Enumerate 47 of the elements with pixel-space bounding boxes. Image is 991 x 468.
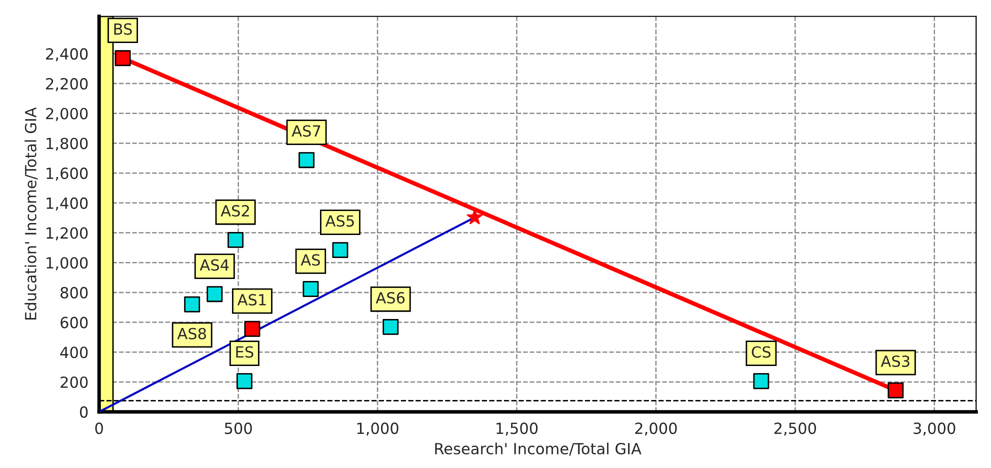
y-tick-label: 1,400 xyxy=(46,197,88,210)
point xyxy=(114,50,131,66)
y-tick-label: 200 xyxy=(60,376,88,388)
y-tick-label: 2,000 xyxy=(46,108,88,121)
y-tick-label: 0 xyxy=(80,406,88,418)
annotation: BS xyxy=(114,23,132,35)
y-axis-title: Education' Income/Total GIA xyxy=(24,107,38,320)
annotation: AS7 xyxy=(292,125,320,137)
annotation: CS xyxy=(752,346,771,358)
y-tick-label: 2,400 xyxy=(46,48,88,62)
annotation: AS1 xyxy=(237,294,266,306)
annotation: AS xyxy=(300,254,320,266)
annotation: AS8 xyxy=(177,328,206,340)
point xyxy=(888,382,904,398)
point xyxy=(298,152,315,168)
annotation: AS3 xyxy=(880,355,910,368)
point xyxy=(753,373,770,390)
point xyxy=(184,296,200,312)
x-tick-label: 2,500 xyxy=(774,422,816,436)
annotation: ES xyxy=(236,346,254,358)
annotation: AS6 xyxy=(376,292,405,304)
point xyxy=(332,242,348,258)
y-tick-label: 1,600 xyxy=(46,168,88,181)
annotation: AS2 xyxy=(220,205,249,217)
x-tick-label: 1,500 xyxy=(496,422,538,436)
y-tick-label: 600 xyxy=(60,316,88,328)
y-tick-label: 800 xyxy=(60,286,88,298)
point xyxy=(236,373,252,390)
x-tick-label: 500 xyxy=(224,422,252,434)
x-axis-title: Research' Income/Total GIA xyxy=(435,442,642,456)
point xyxy=(302,281,319,297)
x-tick-label: 0 xyxy=(95,422,103,434)
x-tick-label: 1,000 xyxy=(357,422,398,436)
point xyxy=(206,286,223,302)
point xyxy=(228,232,244,248)
x-tick-label: 2,000 xyxy=(635,422,677,436)
y-tick-label: 1,800 xyxy=(46,138,88,151)
y-tick-label: 400 xyxy=(60,346,88,358)
annotation: AS4 xyxy=(200,259,229,271)
x-tick-label: 3,000 xyxy=(914,422,956,436)
point xyxy=(382,318,399,335)
y-tick-label: 1,200 xyxy=(46,227,88,240)
point xyxy=(466,209,483,224)
point xyxy=(244,320,260,337)
y-tick-label: 2,200 xyxy=(46,78,88,92)
annotation: AS5 xyxy=(325,215,354,227)
y-tick-label: 1,000 xyxy=(46,257,88,270)
